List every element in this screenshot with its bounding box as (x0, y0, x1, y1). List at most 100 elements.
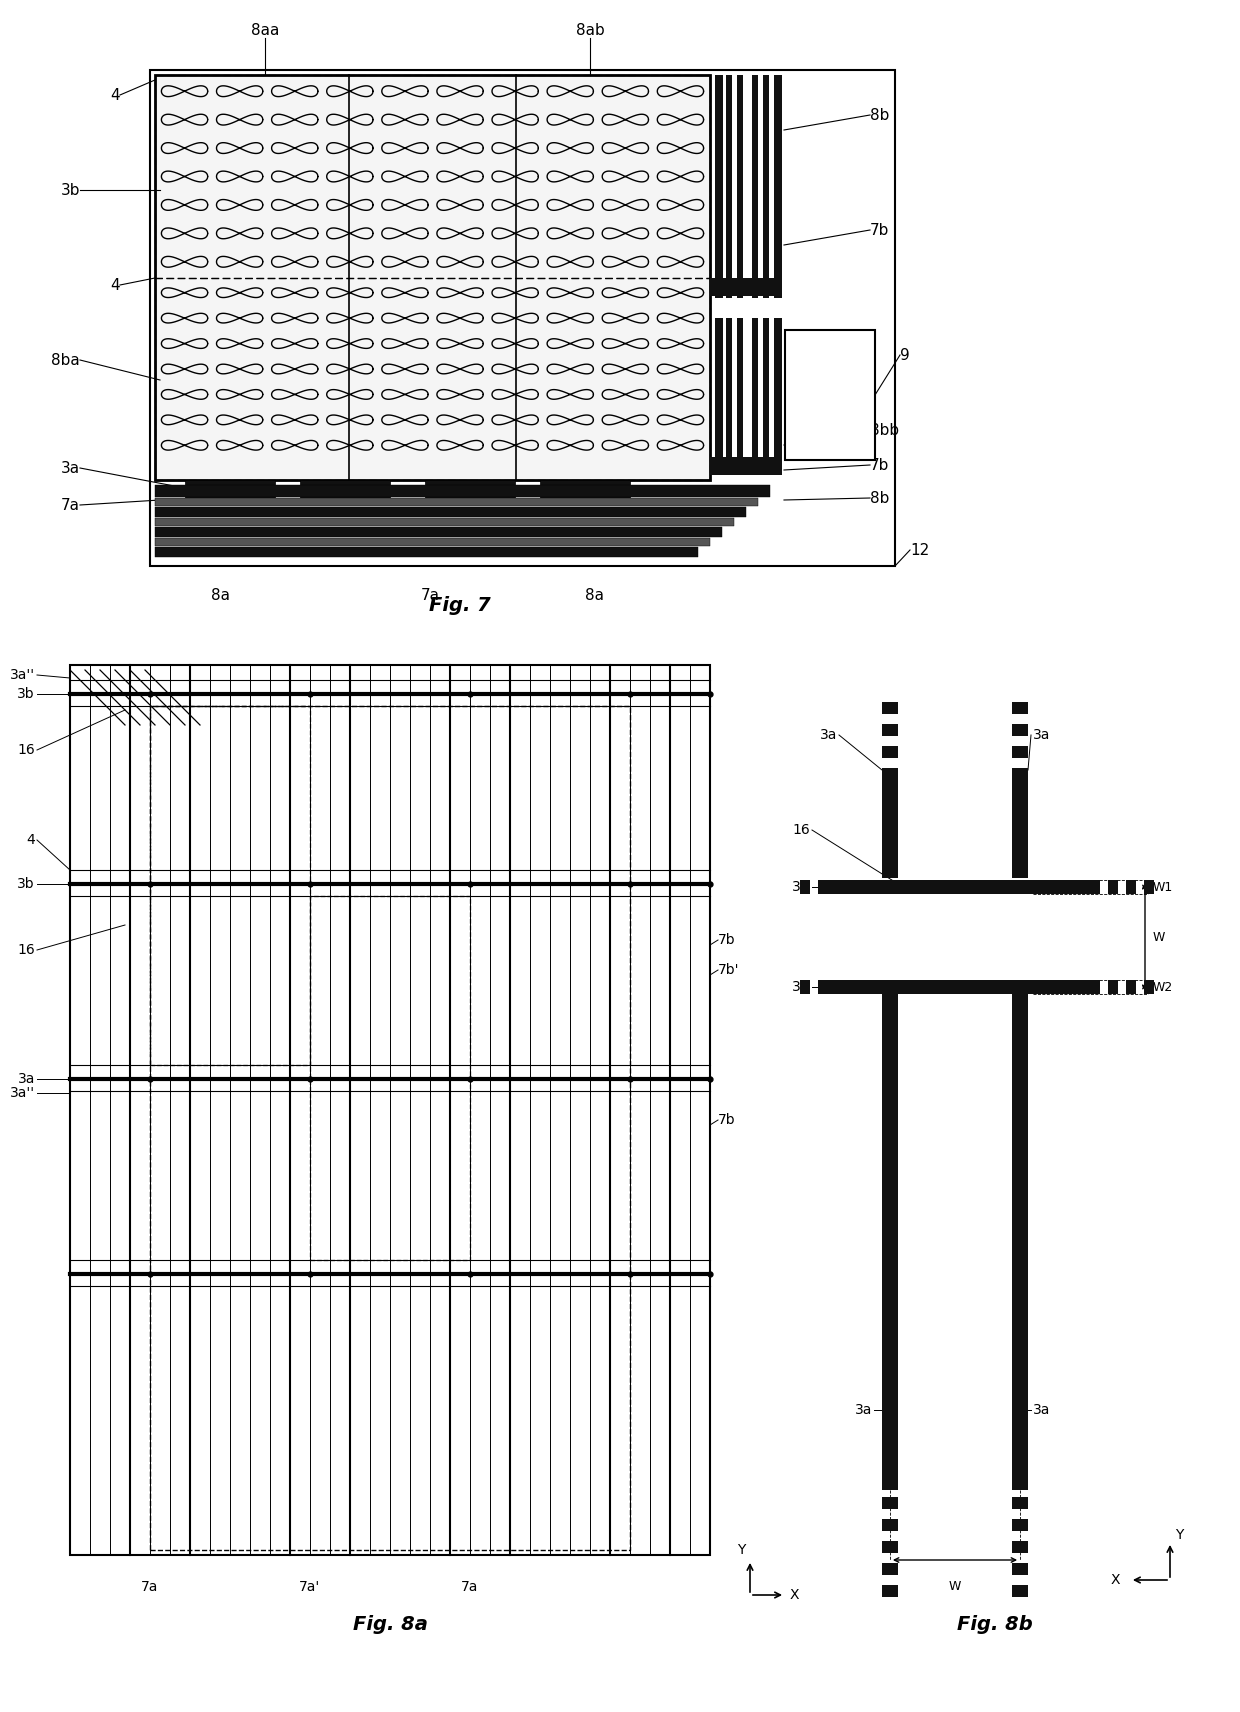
Bar (1012, 724, 1028, 736)
Text: 3b: 3b (792, 979, 810, 995)
Bar (155, 519, 734, 526)
Text: 4: 4 (26, 834, 35, 847)
Bar (882, 995, 898, 1489)
Text: 16: 16 (17, 943, 35, 957)
Text: 8bb: 8bb (870, 423, 899, 438)
Text: 3a: 3a (1033, 728, 1050, 741)
Bar (1126, 880, 1136, 894)
Bar (820, 979, 1100, 995)
Bar (737, 318, 743, 474)
Text: W1: W1 (1153, 880, 1173, 894)
Text: 3a: 3a (61, 461, 81, 476)
Text: 12: 12 (910, 543, 929, 558)
Bar (1012, 1563, 1028, 1575)
Bar (715, 75, 723, 298)
Bar (737, 75, 743, 298)
Bar (310, 895, 470, 1260)
Bar (155, 538, 711, 546)
Text: Fig. 8b: Fig. 8b (957, 1616, 1033, 1635)
Bar (882, 1541, 898, 1553)
Bar (155, 75, 711, 479)
Bar (751, 75, 758, 298)
Text: 8b: 8b (870, 108, 889, 123)
Bar (882, 746, 898, 758)
Text: 3b: 3b (792, 880, 810, 894)
Text: 7a': 7a' (299, 1580, 321, 1594)
Text: W: W (949, 1580, 961, 1592)
Text: 8ab: 8ab (575, 22, 604, 38)
Bar (1109, 880, 1118, 894)
Bar (725, 75, 732, 298)
Bar (155, 277, 711, 479)
Text: 3b: 3b (61, 183, 81, 197)
Text: 9: 9 (900, 348, 910, 363)
Bar (185, 479, 275, 498)
Text: 7a: 7a (61, 498, 81, 512)
Bar (155, 75, 711, 277)
Text: 3a: 3a (1033, 1404, 1050, 1418)
Text: 7a: 7a (461, 1580, 479, 1594)
Bar (155, 484, 770, 496)
Text: 8aa: 8aa (250, 22, 279, 38)
Text: Y: Y (1176, 1529, 1183, 1543)
Bar (150, 705, 630, 1549)
Text: 16: 16 (792, 823, 810, 837)
Text: 8b: 8b (870, 491, 889, 505)
Bar (882, 724, 898, 736)
Bar (69, 664, 711, 1554)
Text: 3a'': 3a'' (10, 1085, 35, 1101)
Text: 4: 4 (110, 87, 120, 103)
Bar (882, 1563, 898, 1575)
Bar (155, 498, 758, 507)
Bar (1012, 746, 1028, 758)
Bar (751, 318, 758, 474)
Bar (785, 330, 875, 461)
Text: 16: 16 (17, 743, 35, 757)
Bar (882, 1519, 898, 1531)
Bar (155, 527, 722, 538)
Text: 4: 4 (110, 277, 120, 293)
Bar (763, 75, 769, 298)
Text: 7b: 7b (870, 457, 889, 473)
Bar (1012, 702, 1028, 714)
Bar (800, 880, 810, 894)
Text: Y: Y (737, 1543, 745, 1556)
Bar (539, 479, 630, 498)
Bar (300, 479, 391, 498)
Bar (711, 277, 782, 296)
Text: 7a: 7a (420, 587, 439, 603)
Bar (1012, 1519, 1028, 1531)
Bar (820, 880, 1100, 894)
Bar (818, 979, 828, 995)
Text: W: W (1153, 931, 1166, 943)
Text: X: X (1111, 1573, 1120, 1587)
Bar (882, 1585, 898, 1597)
Bar (800, 979, 810, 995)
Bar (155, 548, 698, 556)
Text: 3a: 3a (17, 1072, 35, 1085)
Text: 3a: 3a (820, 728, 837, 741)
Text: 8a: 8a (211, 587, 229, 603)
Bar (882, 702, 898, 714)
Bar (155, 75, 711, 479)
Text: 7b': 7b' (718, 964, 739, 978)
Text: 3b: 3b (17, 687, 35, 700)
Bar (1012, 1496, 1028, 1508)
Text: 7a: 7a (141, 1580, 159, 1594)
Text: Fig. 8a: Fig. 8a (352, 1616, 428, 1635)
Bar (150, 705, 310, 1065)
Bar (155, 507, 746, 517)
Bar (711, 457, 782, 474)
Text: X: X (790, 1589, 800, 1602)
Bar (725, 318, 732, 474)
Bar (150, 70, 895, 567)
Text: 7b: 7b (718, 1113, 735, 1126)
Text: 8a: 8a (585, 587, 605, 603)
Bar (774, 75, 782, 298)
Bar (1012, 777, 1028, 878)
Bar (1145, 979, 1154, 995)
Text: 3a: 3a (854, 1404, 872, 1418)
Text: Fig. 7: Fig. 7 (429, 596, 491, 615)
Bar (1109, 979, 1118, 995)
Bar (1012, 769, 1028, 781)
